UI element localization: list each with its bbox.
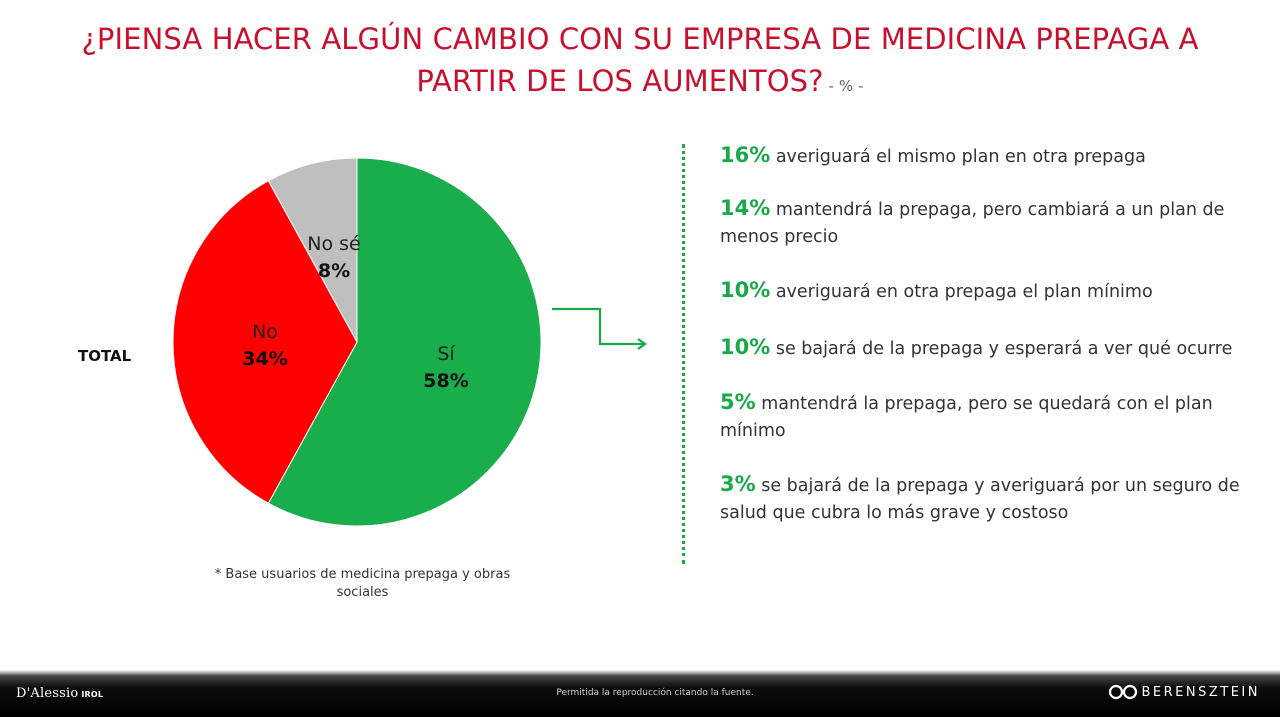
dalessio-logo: D'Alessio IROL [16,686,103,701]
dalessio-logo-text: D'Alessio [16,686,79,701]
breakdown-text: averiguará en otra prepaga el plan mínim… [770,282,1153,302]
berensztein-logo-text: BERENSZTEIN [1141,684,1260,700]
breakdown-percent: 14% [720,196,771,220]
slice-value-label: 8% [318,260,350,282]
irol-logo-text: IROL [81,690,104,699]
dotted-separator [682,144,685,564]
slice-label: No sé [307,233,360,255]
title-unit: - % - [823,77,864,95]
slice-value-label: 58% [423,370,468,392]
breakdown-text: mantendrá la prepaga, pero se quedará co… [720,394,1213,441]
title-line-1: ¿PIENSA HACER ALGÚN CAMBIO CON SU EMPRES… [81,22,1199,56]
pie-slice [267,157,358,343]
chart-title: ¿PIENSA HACER ALGÚN CAMBIO CON SU EMPRES… [0,18,1280,107]
slice-label: Sí [437,343,455,365]
pie-slice [172,180,358,504]
connector-line [552,307,644,346]
connector-arrow [552,307,647,350]
breakdown-text: mantendrá la prepaga, pero cambiará a un… [720,200,1225,247]
slice-value-label: 34% [242,348,287,370]
breakdown-text: averiguará el mismo plan en otra prepaga [770,147,1146,167]
footer-bar: D'Alessio IROL Permitida la reproducción … [0,670,1280,717]
title-line-2: PARTIR DE LOS AUMENTOS? - % - [0,60,1280,107]
breakdown-percent: 5% [720,390,756,414]
breakdown-percent: 10% [720,335,771,359]
breakdown-item: 14% mantendrá la prepaga, pero cambiará … [720,195,1240,251]
title-line-2-text: PARTIR DE LOS AUMENTOS? [416,64,824,98]
berensztein-logo: BERENSZTEIN [1108,684,1260,700]
breakdown-percent: 3% [720,472,756,496]
breakdown-text: se bajará de la prepaga y esperará a ver… [770,339,1233,359]
slice-label: No [252,321,278,343]
breakdown-list: 16% averiguará el mismo plan en otra pre… [720,142,1240,527]
footnote: * Base usuarios de medicina prepaga y ob… [214,567,511,600]
breakdown-item: 10% averiguará en otra prepaga el plan m… [720,277,1240,306]
berensztein-mark-icon [1108,684,1137,700]
pie-slice [267,157,542,527]
breakdown-item: 3% se bajará de la prepaga y averiguará … [720,471,1240,527]
breakdown-text: se bajará de la prepaga y averiguará por… [720,476,1240,523]
breakdown-item: 5% mantendrá la prepaga, pero se quedará… [720,389,1240,445]
breakdown-percent: 16% [720,143,771,167]
pie-chart: Sí 58% No 34% No sé 8% [172,157,542,527]
footer-note: Permitida la reproducción citando la fue… [556,688,754,698]
connector-arrowhead [637,338,647,350]
breakdown-item: 10% se bajará de la prepaga y esperará a… [720,334,1240,363]
total-label: TOTAL [78,347,132,365]
breakdown-percent: 10% [720,278,771,302]
breakdown-item: 16% averiguará el mismo plan en otra pre… [720,142,1240,171]
